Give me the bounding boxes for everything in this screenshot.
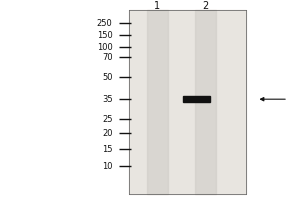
Text: 50: 50 [102,73,112,82]
Text: 35: 35 [102,95,112,104]
Text: 250: 250 [97,19,112,28]
Text: 2: 2 [202,1,208,11]
Text: 15: 15 [102,145,112,154]
Text: 1: 1 [154,1,160,11]
Text: 20: 20 [102,129,112,138]
Bar [147,10,168,194]
Bar [129,10,246,194]
Text: 100: 100 [97,43,112,52]
Bar [183,96,210,102]
Bar [195,10,216,194]
Text: 25: 25 [102,115,112,124]
Text: 70: 70 [102,53,112,62]
Text: 150: 150 [97,31,112,40]
Text: 10: 10 [102,162,112,171]
